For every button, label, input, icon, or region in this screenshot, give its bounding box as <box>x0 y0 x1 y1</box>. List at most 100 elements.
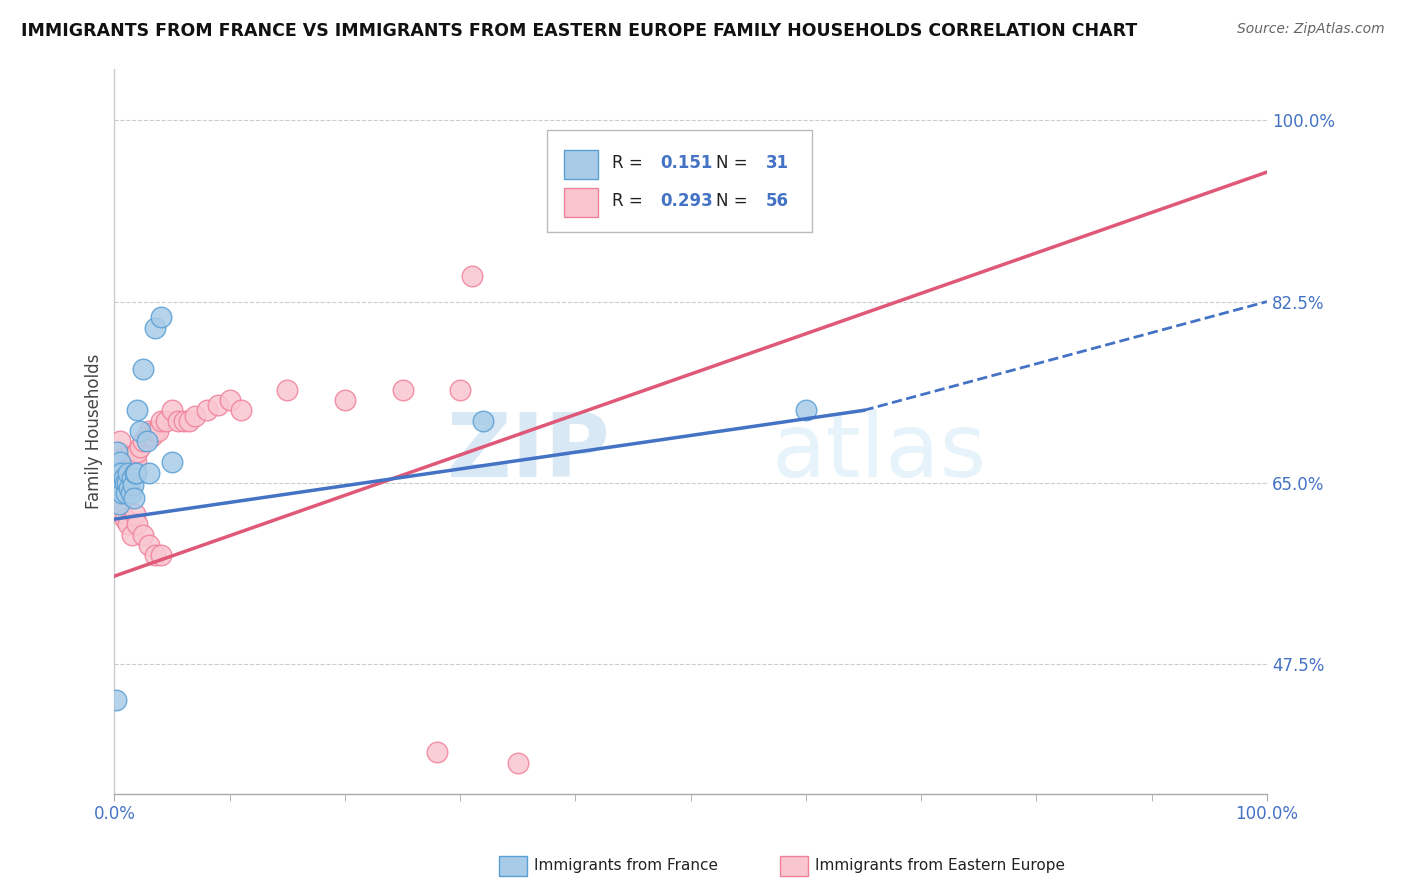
Point <box>138 466 160 480</box>
Point <box>148 424 170 438</box>
Point <box>132 362 155 376</box>
Point <box>449 383 471 397</box>
Point <box>117 466 139 480</box>
Point <box>143 549 166 563</box>
Point <box>173 414 195 428</box>
Point <box>114 450 136 464</box>
Text: 0.151: 0.151 <box>661 153 713 172</box>
Point <box>128 424 150 438</box>
Point <box>108 445 131 459</box>
Point <box>121 471 143 485</box>
Point <box>115 466 138 480</box>
Text: 31: 31 <box>765 153 789 172</box>
Text: Immigrants from Eastern Europe: Immigrants from Eastern Europe <box>815 858 1066 872</box>
Point <box>117 450 139 464</box>
Point <box>107 466 129 480</box>
Point <box>110 466 132 480</box>
Text: ZIP: ZIP <box>447 409 610 496</box>
Point <box>110 455 132 469</box>
Point <box>108 434 131 449</box>
Point <box>107 486 129 500</box>
Text: R =: R = <box>612 192 648 211</box>
Point <box>108 455 131 469</box>
Point <box>231 403 253 417</box>
Point <box>124 460 146 475</box>
Point <box>333 392 356 407</box>
Point <box>184 409 207 423</box>
Point <box>138 538 160 552</box>
Point <box>125 466 148 480</box>
FancyBboxPatch shape <box>564 150 599 178</box>
Text: N =: N = <box>716 153 752 172</box>
Point <box>166 414 188 428</box>
Point <box>125 455 148 469</box>
Point <box>108 497 131 511</box>
Point <box>472 414 495 428</box>
Text: 0.293: 0.293 <box>661 192 713 211</box>
Point <box>135 429 157 443</box>
Point <box>121 450 143 464</box>
Point <box>112 455 135 469</box>
Point <box>132 434 155 449</box>
Y-axis label: Family Households: Family Households <box>86 353 103 508</box>
Point <box>460 268 482 283</box>
Point <box>104 693 127 707</box>
Point <box>179 414 201 428</box>
Point <box>111 507 134 521</box>
Text: R =: R = <box>612 153 648 172</box>
Text: Source: ZipAtlas.com: Source: ZipAtlas.com <box>1237 22 1385 37</box>
Point <box>120 466 142 480</box>
Point <box>122 466 145 480</box>
Point <box>108 481 131 495</box>
Point <box>108 475 131 490</box>
Point <box>114 475 136 490</box>
Point <box>132 527 155 541</box>
Point <box>143 424 166 438</box>
Point <box>124 466 146 480</box>
Point <box>141 429 163 443</box>
Text: IMMIGRANTS FROM FRANCE VS IMMIGRANTS FROM EASTERN EUROPE FAMILY HOUSEHOLDS CORRE: IMMIGRANTS FROM FRANCE VS IMMIGRANTS FRO… <box>21 22 1137 40</box>
Point <box>112 471 135 485</box>
Point <box>122 491 145 506</box>
Point <box>160 403 183 417</box>
Point <box>149 310 172 325</box>
Point <box>105 445 128 459</box>
Text: 56: 56 <box>765 192 789 211</box>
Point <box>794 403 817 417</box>
Point <box>120 486 142 500</box>
Point <box>128 440 150 454</box>
Point <box>127 445 149 459</box>
Point <box>115 455 138 469</box>
Point <box>121 527 143 541</box>
Point <box>118 481 141 495</box>
Point <box>117 517 139 532</box>
Point <box>124 507 146 521</box>
Point <box>160 455 183 469</box>
Point <box>118 460 141 475</box>
Point <box>108 497 131 511</box>
Point <box>114 512 136 526</box>
Point <box>121 455 143 469</box>
Point <box>127 517 149 532</box>
Point <box>135 434 157 449</box>
Point <box>111 486 134 500</box>
Text: atlas: atlas <box>772 409 987 496</box>
Point <box>218 392 240 407</box>
Point <box>105 466 128 480</box>
Point <box>115 486 138 500</box>
Point <box>391 383 413 397</box>
Point <box>149 414 172 428</box>
Point <box>138 424 160 438</box>
Point <box>107 455 129 469</box>
FancyBboxPatch shape <box>547 130 811 232</box>
Point <box>195 403 218 417</box>
Point <box>276 383 298 397</box>
Point <box>121 478 143 492</box>
Point <box>426 745 449 759</box>
Point <box>127 403 149 417</box>
Text: N =: N = <box>716 192 752 211</box>
FancyBboxPatch shape <box>564 188 599 217</box>
Point <box>115 475 138 490</box>
Point <box>506 756 529 770</box>
Point <box>149 549 172 563</box>
